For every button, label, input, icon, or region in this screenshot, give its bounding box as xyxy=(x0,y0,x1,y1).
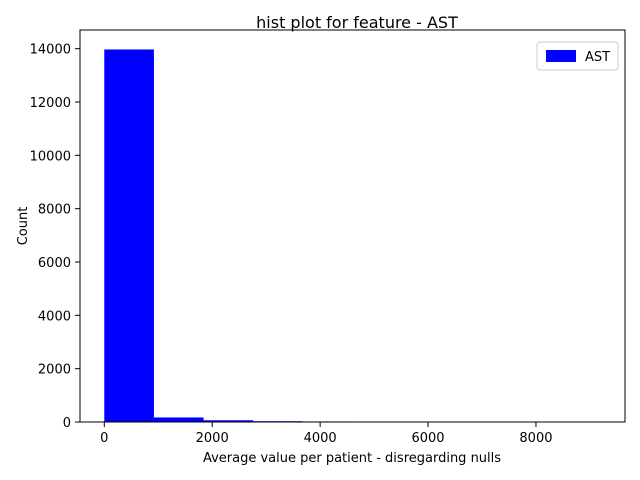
y-tick-label: 2000 xyxy=(38,363,71,378)
legend-label: AST xyxy=(585,50,610,65)
histogram-bars xyxy=(104,49,601,422)
y-tick-label: 12000 xyxy=(30,96,71,111)
y-tick-label: 0 xyxy=(63,416,71,431)
legend-swatch xyxy=(546,50,576,62)
x-tick-label: 4000 xyxy=(304,431,337,446)
x-tick-label: 0 xyxy=(100,431,108,446)
x-tick-label: 8000 xyxy=(519,431,552,446)
y-axis-ticks: 0 2000 4000 6000 8000 10000 12000 14000 xyxy=(30,43,80,431)
legend-box xyxy=(536,41,619,71)
legend: AST xyxy=(536,41,619,71)
histogram-bar xyxy=(203,420,254,422)
histogram-bar xyxy=(104,49,154,422)
y-tick-label: 10000 xyxy=(30,149,71,164)
y-tick-label: 8000 xyxy=(38,203,71,218)
y-tick-label: 6000 xyxy=(38,256,71,271)
x-tick-label: 2000 xyxy=(196,431,229,446)
y-tick-label: 14000 xyxy=(30,43,71,58)
y-axis-label: Count xyxy=(16,207,31,246)
x-axis-ticks: 0 2000 4000 6000 8000 xyxy=(100,422,553,446)
x-tick-label: 6000 xyxy=(411,431,444,446)
plot-frame xyxy=(79,29,626,423)
histogram-bar xyxy=(153,417,204,422)
y-tick-label: 4000 xyxy=(38,309,71,324)
chart-title: hist plot for feature - AST xyxy=(256,13,458,32)
x-axis-label: Average value per patient - disregarding… xyxy=(203,451,501,466)
